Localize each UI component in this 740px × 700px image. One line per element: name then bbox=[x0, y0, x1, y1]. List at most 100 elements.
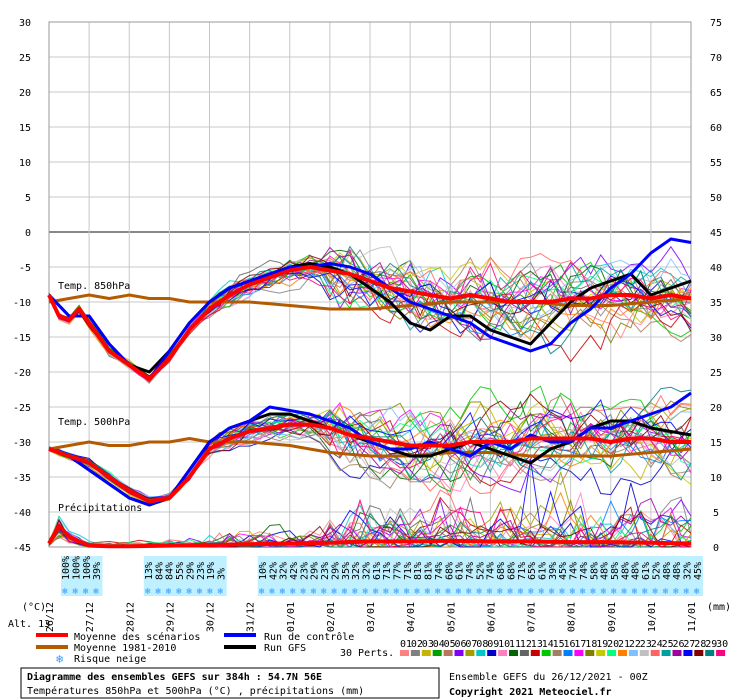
snowflake-icon: ❄ bbox=[362, 587, 368, 597]
snowflake-icon: ❄ bbox=[611, 587, 617, 597]
snow-risk-label: 13% bbox=[144, 562, 155, 580]
snowflake-icon: ❄ bbox=[549, 587, 555, 597]
snowflake-icon: ❄ bbox=[290, 587, 296, 597]
x-tick-label: 29/12 bbox=[165, 602, 176, 632]
legend-swatch-climo bbox=[36, 645, 68, 649]
snowflake-icon: ❄ bbox=[673, 587, 679, 597]
member-legend-label: 15 bbox=[553, 639, 565, 650]
legend-perts: 30 Perts. bbox=[340, 648, 394, 659]
member-legend-label: 03 bbox=[422, 639, 434, 650]
member-legend-label: 25 bbox=[662, 639, 674, 650]
member-legend-label: 26 bbox=[673, 639, 685, 650]
member-legend-label: 09 bbox=[487, 639, 499, 650]
y-left-tick-label: 25 bbox=[19, 53, 31, 64]
member-legend-label: 18 bbox=[585, 639, 597, 650]
snowflake-icon: ❄ bbox=[518, 587, 524, 597]
snowflake-icon: ❄ bbox=[601, 587, 607, 597]
x-tick-label: 07/01 bbox=[527, 602, 538, 632]
y-left-tick-label: 5 bbox=[25, 193, 31, 204]
snow-risk-label: 71% bbox=[517, 562, 528, 580]
member-legend-swatch bbox=[410, 650, 420, 656]
member-legend-swatch bbox=[618, 650, 627, 656]
snow-risk-label: 23% bbox=[320, 562, 331, 580]
y-left-tick-label: -25 bbox=[13, 403, 31, 414]
snow-risk-label: 74% bbox=[434, 562, 445, 580]
snowflake-icon: ❄ bbox=[93, 587, 99, 597]
y-right-tick-label: 75 bbox=[710, 18, 722, 29]
member-legend-swatch bbox=[443, 650, 453, 656]
snow-risk-label: 65% bbox=[527, 562, 538, 580]
altitude-label: Alt. 13 bbox=[8, 619, 50, 630]
snowflake-icon: ❄ bbox=[570, 587, 576, 597]
y-right-tick-label: 5 bbox=[713, 508, 719, 519]
snow-risk-label: 23% bbox=[196, 562, 207, 580]
label-precip: Précipitations bbox=[58, 502, 142, 514]
snow-risk-label: 42% bbox=[289, 562, 300, 580]
snow-risk-label: 39% bbox=[548, 562, 559, 580]
y-right-tick-label: 60 bbox=[710, 123, 722, 134]
snow-risk-label: 19% bbox=[206, 562, 217, 580]
member-line bbox=[48, 246, 692, 385]
x-tick-label: 05/01 bbox=[446, 602, 457, 632]
snowflake-icon: ❄ bbox=[497, 587, 503, 597]
y-right-tick-label: 55 bbox=[710, 158, 722, 169]
member-legend-label: 16 bbox=[564, 639, 576, 650]
y-left-tick-label: -15 bbox=[13, 333, 31, 344]
snowflake-icon: ❄ bbox=[580, 587, 586, 597]
x-tick-label: 30/12 bbox=[206, 602, 217, 632]
snowflake-icon: ❄ bbox=[331, 587, 337, 597]
snow-risk-label: 58% bbox=[589, 562, 600, 580]
member-line bbox=[48, 398, 692, 499]
snowflake-icon: ❄ bbox=[683, 587, 689, 597]
snow-risk-label: 61% bbox=[455, 562, 466, 580]
snowflake-icon: ❄ bbox=[218, 587, 224, 597]
y-left-tick-label: 10 bbox=[19, 158, 31, 169]
legend-gfs: Run GFS bbox=[264, 643, 306, 654]
y-right-tick-label: 50 bbox=[710, 193, 722, 204]
snowflake-icon: ❄ bbox=[487, 587, 493, 597]
snowflake-icon: ❄ bbox=[621, 587, 627, 597]
snowflake-icon: ❄ bbox=[342, 587, 348, 597]
snow-risk-label: 68% bbox=[444, 562, 455, 580]
y-right-tick-label: 40 bbox=[710, 263, 722, 274]
title-box bbox=[20, 667, 440, 699]
snow-risk-label: 68% bbox=[506, 562, 517, 580]
member-legend-swatch bbox=[454, 650, 464, 656]
member-legend-label: 05 bbox=[444, 639, 456, 650]
snow-risk-label: 100% bbox=[72, 556, 83, 580]
snowflake-icon: ❄ bbox=[197, 587, 203, 597]
chart-title: Diagramme des ensembles GEFS sur 384h : … bbox=[27, 671, 322, 683]
member-legend-swatch bbox=[596, 650, 606, 656]
member-legend-swatch bbox=[661, 650, 671, 656]
snowflake-icon: ❄ bbox=[394, 587, 400, 597]
member-legend-swatch bbox=[421, 650, 431, 656]
snowflake-icon: ❄ bbox=[404, 587, 410, 597]
snow-risk-label: 23% bbox=[299, 562, 310, 580]
snowflake-icon: ❄ bbox=[466, 587, 472, 597]
legend-swatch-mean bbox=[36, 633, 68, 637]
member-legend-label: 14 bbox=[542, 639, 554, 650]
snow-risk-label: 42% bbox=[268, 562, 279, 580]
snow-risk-label: 52% bbox=[651, 562, 662, 580]
y-left-tick-label: -10 bbox=[13, 298, 31, 309]
snow-risk-label: 52% bbox=[475, 562, 486, 580]
member-legend-swatch bbox=[509, 650, 518, 656]
member-legend-swatch bbox=[694, 650, 704, 656]
snowflake-icon: ❄ bbox=[207, 587, 213, 597]
snowflake-icon: ❄ bbox=[539, 587, 545, 597]
snowflake-icon: ❄ bbox=[176, 587, 182, 597]
member-legend-swatch bbox=[432, 650, 442, 656]
member-legend-label: 21 bbox=[618, 639, 630, 650]
x-tick-label: 08/01 bbox=[567, 602, 578, 632]
snowflake-icon: ❄ bbox=[166, 587, 172, 597]
snow-band-segment bbox=[257, 556, 703, 596]
member-legend-label: 24 bbox=[651, 639, 663, 650]
climo-t500-line bbox=[48, 437, 692, 458]
snow-risk-label: 48% bbox=[600, 562, 611, 580]
snowflake-icon: ❄ bbox=[456, 587, 462, 597]
snowflake-icon: ❄ bbox=[56, 652, 63, 666]
x-tick-label: 03/01 bbox=[366, 602, 377, 632]
snow-risk-band: 100%❄100%❄100%❄39%❄13%❄84%❄84%❄55%❄29%❄2… bbox=[61, 556, 704, 597]
member-legend-label: 04 bbox=[433, 639, 445, 650]
